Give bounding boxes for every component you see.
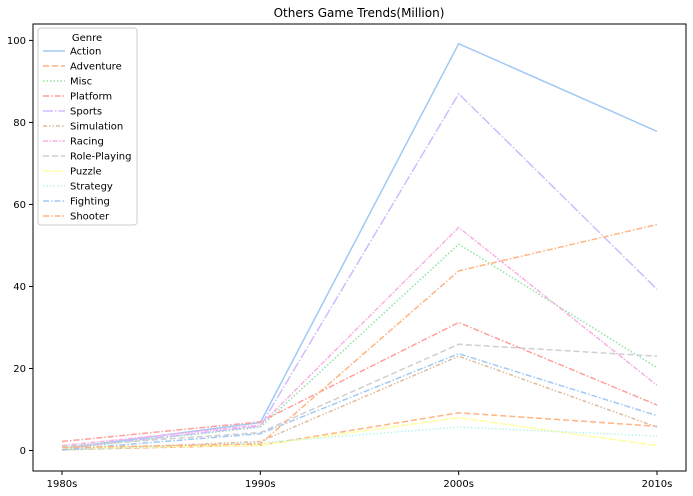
series-line-platform <box>61 321 658 443</box>
y-tick-label: 100 <box>7 36 26 47</box>
legend: Genre Action Adventure Misc Platform Sports S… <box>37 27 138 226</box>
y-tick-label: 40 <box>13 282 26 293</box>
legend-label: Misc <box>70 77 92 88</box>
y-axis: 0 20 40 60 80 100 <box>7 36 33 457</box>
series-line-simulation <box>61 355 658 451</box>
y-tick-label: 60 <box>13 200 26 211</box>
series-lines <box>61 42 658 451</box>
plot-area: 1980s 1990s 2000s 2010s 0 20 40 60 80 100 <box>7 23 687 490</box>
legend-title: Genre <box>72 33 102 44</box>
series-line-adventure <box>61 412 658 451</box>
x-tick-label: 1990s <box>245 479 276 490</box>
x-tick-label: 1980s <box>47 479 78 490</box>
legend-label: Action <box>70 47 101 58</box>
legend-label: Puzzle <box>70 167 102 178</box>
plot-frame <box>32 23 687 472</box>
legend-label: Fighting <box>70 197 110 208</box>
legend-label: Simulation <box>70 122 123 133</box>
legend-label: Sports <box>70 107 102 118</box>
legend-label: Adventure <box>70 62 122 73</box>
x-axis: 1980s 1990s 2000s 2010s <box>47 471 673 490</box>
y-tick-label: 80 <box>13 118 26 129</box>
series-line-misc <box>61 243 658 450</box>
series-line-strategy <box>61 426 658 451</box>
x-tick-label: 2010s <box>642 479 673 490</box>
chart-title: Others Game Trends(Million) <box>274 6 445 20</box>
legend-label: Strategy <box>70 182 113 193</box>
y-tick-label: 20 <box>13 364 26 375</box>
legend-box <box>37 27 138 226</box>
legend-label: Role-Playing <box>70 152 131 163</box>
series-line-sports <box>61 92 658 450</box>
x-tick-label: 2000s <box>443 479 474 490</box>
legend-label: Shooter <box>70 212 110 223</box>
series-line-shooter <box>61 223 658 449</box>
series-line-role-playing <box>61 343 658 448</box>
legend-label: Racing <box>70 137 104 148</box>
y-tick-label: 0 <box>20 446 26 457</box>
series-line-racing <box>61 226 658 447</box>
legend-label: Platform <box>70 92 112 103</box>
legend-items: Action Adventure Misc Platform Sports Simulat… <box>43 47 131 223</box>
